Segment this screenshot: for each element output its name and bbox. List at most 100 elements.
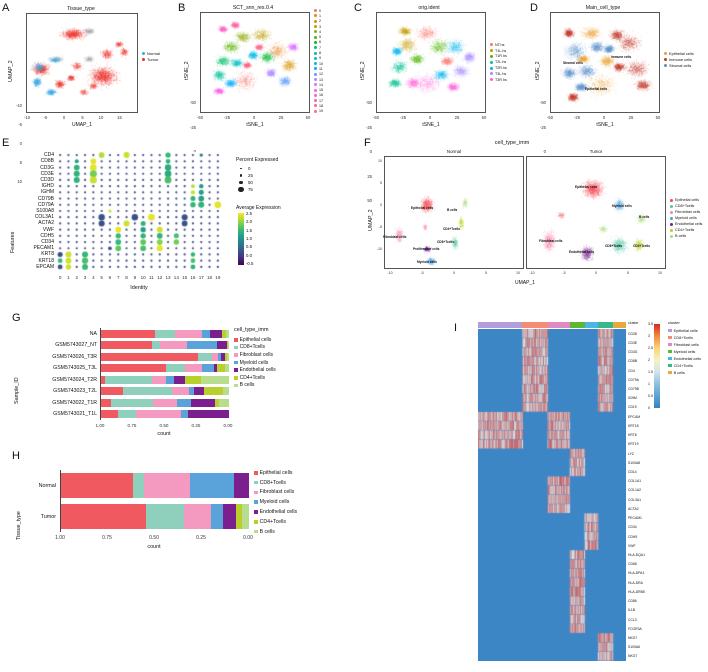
legend-item[interactable]: Epithelial cells: [668, 327, 701, 334]
legend-item[interactable]: Tumor: [142, 56, 160, 62]
panel-h-bar-segment[interactable]: [222, 504, 236, 529]
panel-g-bar-segment[interactable]: [153, 398, 178, 407]
legend-item[interactable]: Epithelial cells: [254, 468, 297, 478]
panel-g-bar-segment[interactable]: [225, 329, 229, 338]
legend-item[interactable]: Fibroblast cells: [668, 341, 701, 348]
legend-item[interactable]: CD8+Tcells: [254, 478, 297, 488]
legend-item[interactable]: 9: [314, 56, 323, 61]
panel-g-bar-segment[interactable]: [227, 341, 228, 350]
panel-g-bar-segment[interactable]: [181, 410, 189, 419]
panel-h-bar-segment[interactable]: [211, 504, 223, 529]
panel-g-bar-segment[interactable]: [177, 398, 192, 407]
legend-item[interactable]: 4: [314, 29, 323, 34]
legend-item[interactable]: 2: [314, 19, 323, 24]
panel-h-bar-segment[interactable]: [143, 473, 190, 498]
legend-item[interactable]: Normal: [142, 50, 160, 56]
legend-item[interactable]: Endothelial cells: [254, 507, 297, 517]
legend-item[interactable]: 0: [314, 8, 323, 13]
panel-g-bar-segment[interactable]: [101, 364, 167, 373]
panel-g-bar-segment[interactable]: [111, 398, 154, 407]
panel-g-bar-segment[interactable]: [152, 375, 167, 384]
legend-item[interactable]: Epithelial cells: [234, 336, 276, 344]
legend-item[interactable]: CD4+Tcells: [254, 517, 297, 527]
panel-g-bar-segment[interactable]: [227, 341, 229, 350]
panel-g-bar-segment[interactable]: [211, 352, 219, 361]
panel-g-bar-segment[interactable]: [227, 352, 229, 361]
panel-h-bar-segment[interactable]: [233, 473, 249, 498]
panel-g-bar-segment[interactable]: [174, 329, 203, 338]
legend-item[interactable]: 8: [314, 50, 323, 55]
legend-item[interactable]: NT.hs: [490, 42, 507, 48]
panel-g-bar-segment[interactable]: [173, 375, 186, 384]
panel-g-bar-segment[interactable]: [225, 364, 229, 373]
legend-item[interactable]: 1: [314, 13, 323, 18]
legend-item[interactable]: T1R.hs: [490, 54, 507, 60]
legend-item[interactable]: 3: [314, 24, 323, 29]
panel-g-bar-segment[interactable]: [221, 352, 226, 361]
legend-item[interactable]: CD8+Tcells: [234, 344, 276, 352]
panel-g-bar-segment[interactable]: [194, 387, 205, 396]
legend-item[interactable]: 18: [314, 103, 323, 108]
panel-h-bar-segment[interactable]: [61, 473, 134, 498]
legend-item[interactable]: Epithelial cells: [670, 197, 702, 203]
legend-item[interactable]: B cells: [234, 382, 276, 390]
panel-g-bar-segment[interactable]: [202, 329, 210, 338]
legend-item[interactable]: T1L.hs: [490, 48, 507, 54]
legend-item[interactable]: 19: [314, 109, 323, 114]
panel-h-bar-segment[interactable]: [61, 504, 146, 529]
panel-g-bar-segment[interactable]: [101, 329, 156, 338]
panel-g-bar-segment[interactable]: [188, 387, 195, 396]
legend-item[interactable]: Endothelial cells: [670, 221, 702, 227]
panel-g-bar-segment[interactable]: [101, 410, 119, 419]
panel-g-bar-segment[interactable]: [216, 341, 228, 350]
panel-g-bar-segment[interactable]: [191, 398, 215, 407]
panel-g-bar-segment[interactable]: [185, 375, 202, 384]
panel-g-bar-segment[interactable]: [135, 410, 181, 419]
panel-g-bar-segment[interactable]: [159, 341, 187, 350]
panel-h-bar-segment[interactable]: [133, 473, 144, 498]
legend-item[interactable]: CD4+Tcells: [234, 374, 276, 382]
legend-item[interactable]: Endothelial cells: [668, 355, 701, 362]
panel-h-bar-segment[interactable]: [145, 504, 185, 529]
legend-item[interactable]: Endothelial cells: [234, 366, 276, 374]
panel-g-bar-segment[interactable]: [101, 352, 199, 361]
panel-g-bar-segment[interactable]: [155, 329, 175, 338]
panel-g-bar-segment[interactable]: [101, 387, 124, 396]
legend-item[interactable]: B cells: [670, 233, 702, 239]
panel-g-bar-segment[interactable]: [166, 364, 186, 373]
panel-g-bar-segment[interactable]: [123, 387, 173, 396]
legend-item[interactable]: T2R.hs: [490, 65, 507, 71]
panel-g-bar-segment[interactable]: [101, 375, 105, 384]
legend-item[interactable]: Epithelial cells: [664, 50, 694, 56]
legend-item[interactable]: CD4+Tcells: [668, 362, 701, 369]
panel-g-bar-segment[interactable]: [218, 352, 222, 361]
panel-h-bar-segment[interactable]: [184, 504, 212, 529]
panel-g-bar-segment[interactable]: [104, 375, 153, 384]
panel-g-bar-segment[interactable]: [221, 329, 226, 338]
legend-item[interactable]: 6: [314, 40, 323, 45]
legend-item[interactable]: Fibroblast cells: [254, 488, 297, 498]
legend-item[interactable]: CD8+Tcells: [670, 203, 702, 209]
panel-g-bar-segment[interactable]: [101, 341, 153, 350]
panel-g-bar-segment[interactable]: [118, 410, 136, 419]
legend-item[interactable]: CD8+Tcells: [668, 334, 701, 341]
legend-item[interactable]: 5: [314, 34, 323, 39]
legend-item[interactable]: T3L.hs: [490, 71, 507, 77]
legend-item[interactable]: 13: [314, 77, 323, 82]
panel-g-bar-segment[interactable]: [216, 364, 226, 373]
panel-h-bar-segment[interactable]: [189, 473, 234, 498]
panel-g-bar-segment[interactable]: [166, 375, 174, 384]
panel-g-bar-segment[interactable]: [223, 387, 229, 396]
legend-item[interactable]: Myeloid cells: [254, 497, 297, 507]
legend-item[interactable]: 12: [314, 72, 323, 77]
panel-g-bar-segment[interactable]: [218, 398, 229, 407]
panel-g-bar-segment[interactable]: [172, 387, 189, 396]
legend-item[interactable]: 14: [314, 82, 323, 87]
panel-h-bar-segment[interactable]: [235, 504, 243, 529]
legend-item[interactable]: Fibroblast cells: [234, 351, 276, 359]
panel-g-bar-segment[interactable]: [186, 341, 217, 350]
panel-g-bar-segment[interactable]: [202, 364, 214, 373]
panel-g-bar-segment[interactable]: [152, 341, 160, 350]
legend-item[interactable]: 15: [314, 87, 323, 92]
legend-item[interactable]: Myeloid cells: [668, 348, 701, 355]
